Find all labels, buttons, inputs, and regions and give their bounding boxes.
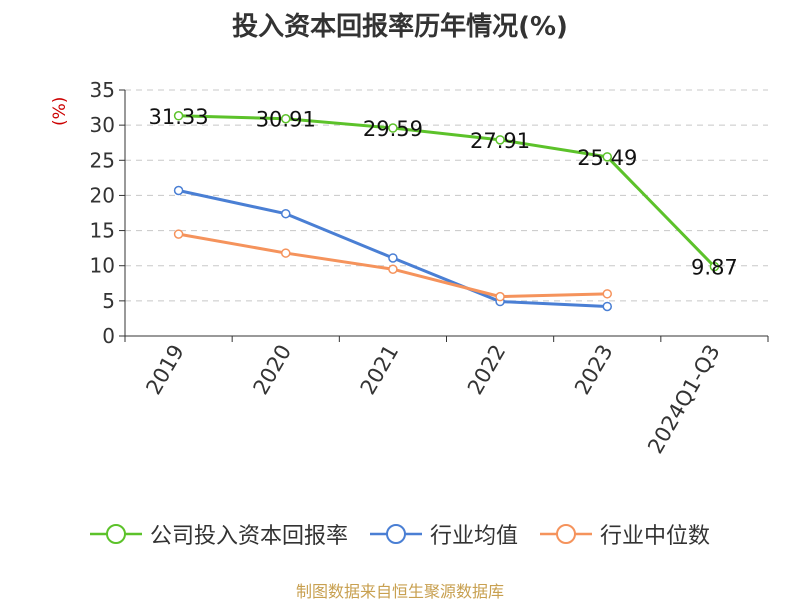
data-point <box>602 152 612 162</box>
data-point <box>709 261 720 272</box>
data-labels: 31.33 30.91 29.59 27.91 25.49 9.87 <box>149 105 738 280</box>
data-point <box>173 185 184 196</box>
data-source: 制图数据来自恒生聚源数据库 <box>295 582 504 601</box>
chart-title: 投入资本回报率历年情况(%) <box>232 12 568 42</box>
data-point <box>495 291 505 302</box>
x-tick-label: 2021 <box>356 341 404 399</box>
axes: 0 5 10 15 20 25 30 35 2019 2020 2021 2022 2023 2024Q1… <box>90 78 769 458</box>
data-point <box>281 113 291 124</box>
legend: 公司投入资本回报率 行业均值 行业中位数 <box>0 518 800 550</box>
grid-lines <box>125 89 768 302</box>
series-line <box>178 114 716 268</box>
x-tick-label: 2022 <box>463 341 511 399</box>
data-label: 9.87 <box>691 256 738 280</box>
legend-label-industry-mean: 行业均值 <box>429 524 518 549</box>
legend-item-industry-median[interactable]: 行业中位数 <box>540 518 710 550</box>
data-point <box>388 264 398 274</box>
data-point <box>602 289 612 299</box>
data-label: 27.91 <box>470 129 530 153</box>
legend-label-industry-median: 行业中位数 <box>600 524 711 549</box>
data-point <box>495 135 505 145</box>
data-label: 25.49 <box>577 146 637 170</box>
data-label: 30.91 <box>256 108 316 132</box>
data-label: 31.33 <box>149 105 209 129</box>
x-tick-label: 2023 <box>570 341 618 399</box>
y-tick-label: 25 <box>90 148 115 172</box>
y-tick-label: 30 <box>90 113 115 137</box>
legend-item-industry-mean[interactable]: 行业均值 <box>369 518 518 550</box>
data-point <box>602 301 612 312</box>
series-lines <box>173 111 720 312</box>
y-tick-label: 10 <box>90 254 115 278</box>
y-tick-label: 15 <box>90 219 115 243</box>
y-tick-label: 5 <box>102 289 115 313</box>
series-line <box>178 189 608 308</box>
data-point <box>173 111 184 121</box>
data-point <box>281 208 291 219</box>
line-chart: 0 5 10 15 20 25 30 35 2019 2020 2021 2022 2023 2024Q1… <box>90 78 769 458</box>
x-tick-label: 2020 <box>249 341 297 399</box>
legend-swatch-company <box>89 524 142 544</box>
y-tick-label: 0 <box>102 324 115 348</box>
x-tick-label: 2019 <box>141 341 189 399</box>
legend-label-company: 公司投入资本回报率 <box>149 524 348 549</box>
y-tick-label: 35 <box>90 78 115 102</box>
x-tick-label: 2024Q1-Q3 <box>643 341 725 458</box>
legend-swatch-industry-mean <box>369 524 422 544</box>
data-label: 29.59 <box>363 117 423 141</box>
data-point <box>281 248 291 258</box>
legend-swatch-industry-median <box>540 524 592 544</box>
data-point <box>173 229 184 239</box>
data-point <box>388 123 398 133</box>
y-tick-label: 20 <box>90 183 115 207</box>
legend-item-company[interactable]: 公司投入资本回报率 <box>89 518 348 550</box>
data-point <box>388 253 398 263</box>
